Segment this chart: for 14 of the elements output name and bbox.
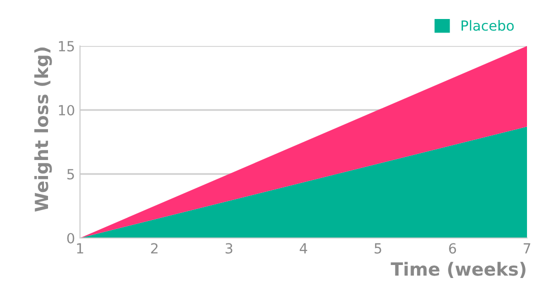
- y-tick-label: 15: [58, 41, 74, 52]
- x-tick-label: 3: [226, 243, 232, 254]
- x-tick-label: 2: [151, 243, 158, 254]
- y-axis-title: Weight loss (kg): [34, 48, 52, 212]
- x-tick-label: 6: [449, 243, 456, 254]
- x-tick-label: 4: [300, 243, 308, 254]
- x-tick-label: 7: [524, 243, 530, 254]
- x-tick-label: 1: [77, 243, 84, 254]
- legend-label: Placebo: [462, 20, 514, 31]
- y-tick-label: 10: [58, 104, 74, 116]
- y-tick-label: 0: [67, 232, 74, 244]
- x-axis-title: Time (weeks): [390, 262, 526, 278]
- x-tick-label: 5: [374, 243, 382, 254]
- y-tick-label: 5: [67, 169, 74, 180]
